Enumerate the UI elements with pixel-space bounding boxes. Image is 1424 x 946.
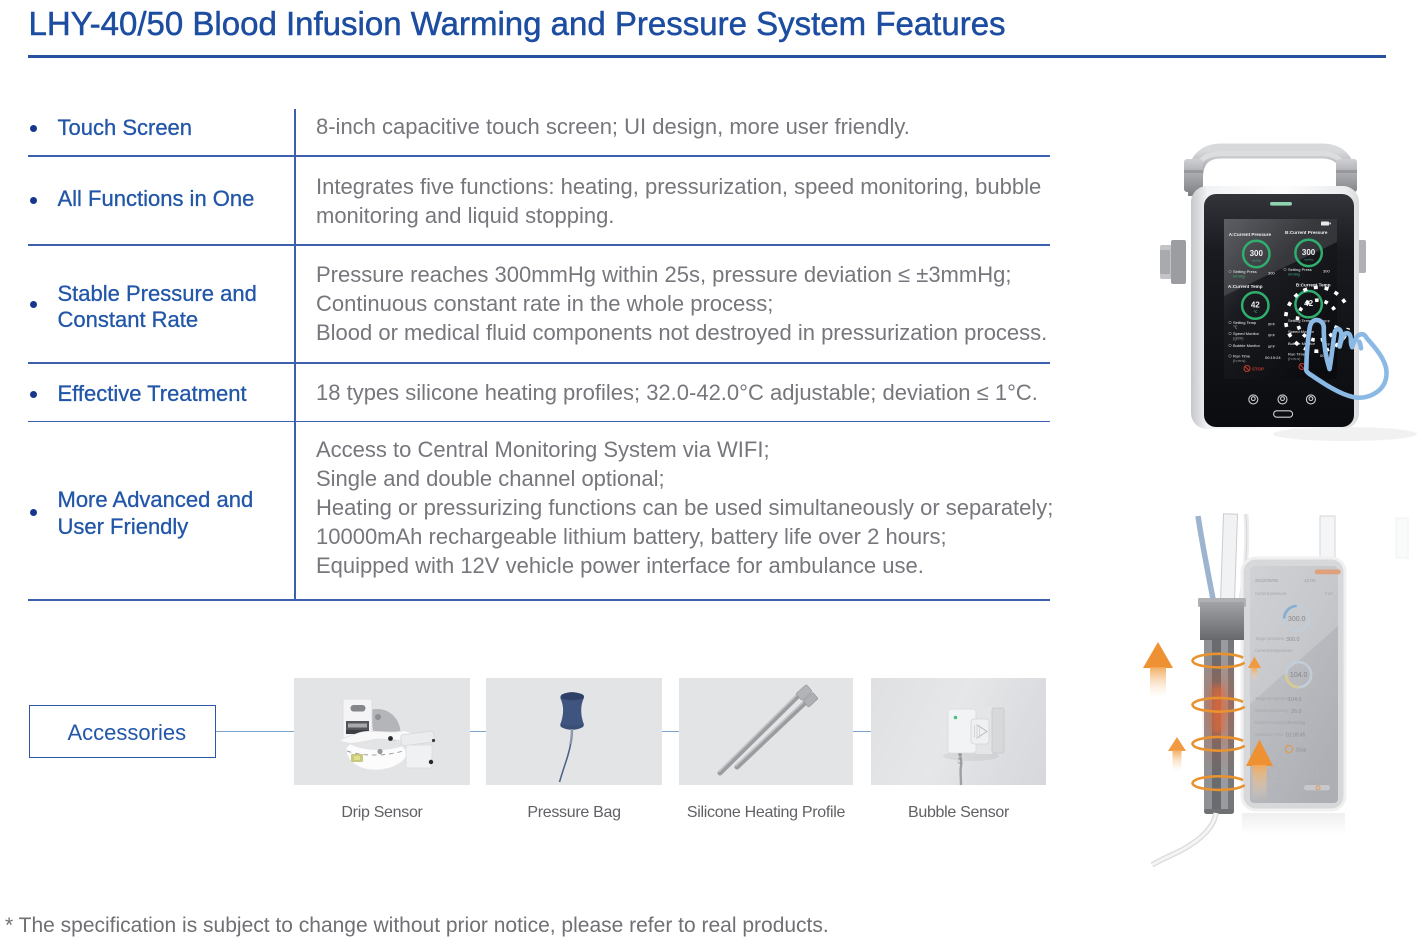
- svg-text:2022/09/05: 2022/09/05: [1255, 578, 1278, 583]
- svg-text:STOP: STOP: [1252, 367, 1264, 372]
- svg-text:B:Current Pressure: B:Current Pressure: [1285, 230, 1328, 235]
- svg-text:300.0: 300.0: [1286, 637, 1300, 643]
- svg-text:0FF: 0FF: [1323, 319, 1331, 324]
- svg-text:(h:m:s): (h:m:s): [1233, 358, 1246, 363]
- svg-text:℃: ℃: [1233, 325, 1238, 330]
- svg-text:Stop: Stop: [1296, 748, 1307, 754]
- svg-text:Setting Temp: Setting Temp: [1288, 318, 1312, 323]
- svg-text:℃: ℃: [1253, 310, 1257, 314]
- svg-text:Current temperature: Current temperature: [1255, 648, 1293, 653]
- svg-text:300: 300: [1250, 249, 1264, 258]
- svg-text:0FF: 0FF: [1268, 322, 1276, 327]
- svg-text:(h:m:s): (h:m:s): [1288, 356, 1301, 361]
- svg-text:Speed monitoring: Speed monitoring: [1255, 708, 1288, 713]
- svg-text:Target temperature: Target temperature: [1255, 696, 1291, 701]
- svg-text:Current pressure: Current pressure: [1255, 591, 1287, 596]
- svg-text:Speed Monitor: Speed Monitor: [1233, 331, 1260, 336]
- svg-text:300: 300: [1302, 248, 1316, 257]
- svg-text:104.0: 104.0: [1288, 697, 1302, 703]
- svg-text:104.0: 104.0: [1290, 672, 1308, 679]
- svg-text:0FF: 0FF: [1323, 342, 1331, 347]
- svg-text:Bubble monitoring: Bubble monitoring: [1255, 720, 1289, 725]
- svg-text:mmHg: mmHg: [1252, 259, 1261, 263]
- svg-text:A:Current Pressure: A:Current Pressure: [1229, 232, 1272, 237]
- svg-text:Setting Temp: Setting Temp: [1233, 320, 1257, 325]
- svg-text:01:30:45: 01:30:45: [1286, 733, 1306, 739]
- svg-text:00:19:24: 00:19:24: [1265, 355, 1281, 360]
- svg-text:Running: Running: [1288, 720, 1306, 725]
- svg-text:Setting Press: Setting Press: [1233, 269, 1257, 274]
- svg-text:42: 42: [1251, 301, 1260, 310]
- svg-text:mmHg: mmHg: [1288, 272, 1300, 277]
- svg-text:B:Current Temp: B:Current Temp: [1296, 283, 1331, 288]
- svg-text:Setting Press: Setting Press: [1288, 267, 1312, 272]
- svg-text:0FF: 0FF: [1268, 333, 1276, 338]
- svg-text:Speed Monitor: Speed Monitor: [1288, 329, 1315, 334]
- svg-text:mmHg: mmHg: [1304, 258, 1313, 262]
- svg-text:300.0: 300.0: [1288, 616, 1306, 623]
- svg-text:A:Current Temp: A:Current Temp: [1228, 284, 1263, 289]
- svg-text:300: 300: [1323, 269, 1330, 274]
- svg-text:Operation Time: Operation Time: [1255, 732, 1284, 737]
- svg-text:12:00: 12:00: [1304, 578, 1316, 583]
- svg-text:Bubble Monitor: Bubble Monitor: [1288, 341, 1316, 346]
- svg-text:(gtt/h): (gtt/h): [1233, 336, 1244, 341]
- svg-text:Run Time: Run Time: [1288, 352, 1306, 357]
- svg-text:Run Time: Run Time: [1233, 354, 1251, 359]
- svg-text:mmHg: mmHg: [1233, 274, 1245, 279]
- svg-text:Curr: Curr: [1325, 591, 1334, 596]
- svg-text:300: 300: [1268, 271, 1275, 276]
- svg-text:Target pressure: Target pressure: [1255, 636, 1285, 641]
- svg-text:26.0: 26.0: [1291, 709, 1302, 715]
- svg-text:Bubble Monitor: Bubble Monitor: [1233, 343, 1261, 348]
- svg-text:0FF: 0FF: [1268, 344, 1276, 349]
